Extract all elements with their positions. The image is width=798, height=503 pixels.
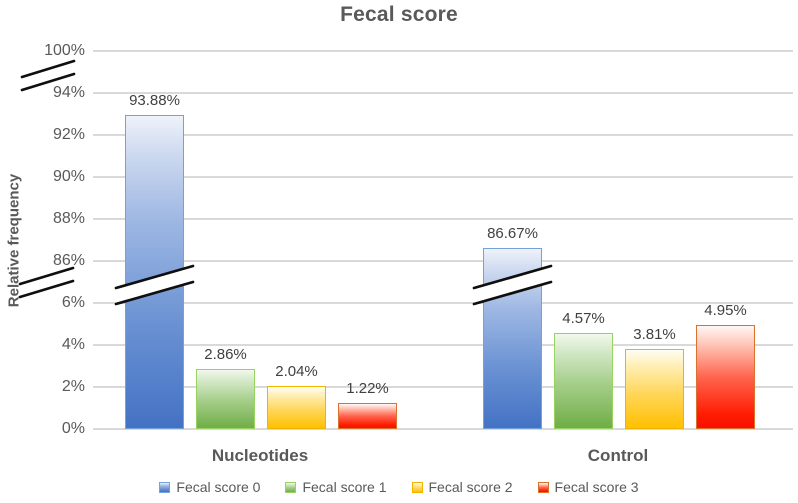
break-slash <box>472 280 553 306</box>
legend-swatch-icon <box>411 481 423 493</box>
x-category-label-nucleotides: Nucleotides <box>211 446 309 465</box>
y-tick-label: 86% <box>52 252 85 269</box>
break-slash <box>114 264 195 290</box>
break-gap-mask <box>116 266 193 304</box>
value-label-fecal-score-3-nucleotides: 1.22% <box>346 380 389 398</box>
y-tick-label: 6% <box>61 294 85 311</box>
value-label-fecal-score-3-control: 4.95% <box>704 302 747 320</box>
gridline <box>93 218 793 220</box>
break-slash <box>114 280 195 306</box>
bar-fecal-score-1-control <box>554 333 613 429</box>
value-label-fecal-score-0-control: 86.67% <box>487 225 538 242</box>
y-tick-label: 0% <box>61 420 85 437</box>
y-tick-label: 94% <box>52 84 85 101</box>
legend-label: Fecal score 3 <box>554 479 639 495</box>
y-tick-label: 90% <box>52 168 85 185</box>
value-label-fecal-score-1-control: 4.57% <box>562 310 605 328</box>
legend-item-fecal-score-3: Fecal score 3 <box>537 479 639 495</box>
value-label-fecal-score-0-nucleotides: 93.88% <box>129 92 180 109</box>
value-label-fecal-score-1-nucleotides: 2.86% <box>204 345 247 363</box>
gridline <box>93 50 793 52</box>
y-tick-label: 4% <box>61 336 85 353</box>
y-tick-label: 100% <box>44 42 85 59</box>
break-slash <box>18 279 75 299</box>
legend-label: Fecal score 0 <box>176 479 261 495</box>
gridline <box>93 176 793 178</box>
y-tick-label: 88% <box>52 210 85 227</box>
legend-item-fecal-score-0: Fecal score 0 <box>159 479 260 495</box>
legend-swatch-icon <box>285 481 297 493</box>
gridline <box>93 428 793 430</box>
bar-fecal-score-3-nucleotides <box>338 403 397 429</box>
legend: Fecal score 0 Fecal score 1 Fecal score 2 F… <box>0 479 798 495</box>
y-tick-label: 2% <box>61 378 85 395</box>
bar-fecal-score-3-control <box>696 325 755 429</box>
x-category-label-control: Control <box>587 446 649 465</box>
gridline <box>93 386 793 388</box>
bar-fecal-score-1-nucleotides <box>196 368 255 429</box>
chart-title: Fecal score <box>340 3 458 26</box>
break-slash <box>20 72 76 92</box>
legend-swatch-icon <box>537 481 549 493</box>
break-gap-mask <box>474 266 551 304</box>
bar-fecal-score-2-control <box>625 348 684 429</box>
gridline <box>93 260 793 262</box>
gridline <box>93 134 793 136</box>
legend-swatch-icon <box>159 481 171 493</box>
break-slash <box>472 264 553 290</box>
gridline <box>93 344 793 346</box>
gridline <box>93 302 793 304</box>
legend-item-fecal-score-1: Fecal score 1 <box>285 479 387 495</box>
legend-item-fecal-score-2: Fecal score 2 <box>411 479 513 495</box>
legend-label: Fecal score 2 <box>428 479 513 495</box>
bar-fecal-score-2-nucleotides <box>267 386 326 429</box>
break-slash <box>18 266 75 286</box>
value-label-fecal-score-2-nucleotides: 2.04% <box>275 363 318 381</box>
y-tick-label: 92% <box>52 126 85 143</box>
value-label-fecal-score-2-control: 3.81% <box>633 325 676 343</box>
legend-label: Fecal score 1 <box>302 479 387 495</box>
break-slash <box>20 59 76 79</box>
gridline <box>93 92 793 94</box>
